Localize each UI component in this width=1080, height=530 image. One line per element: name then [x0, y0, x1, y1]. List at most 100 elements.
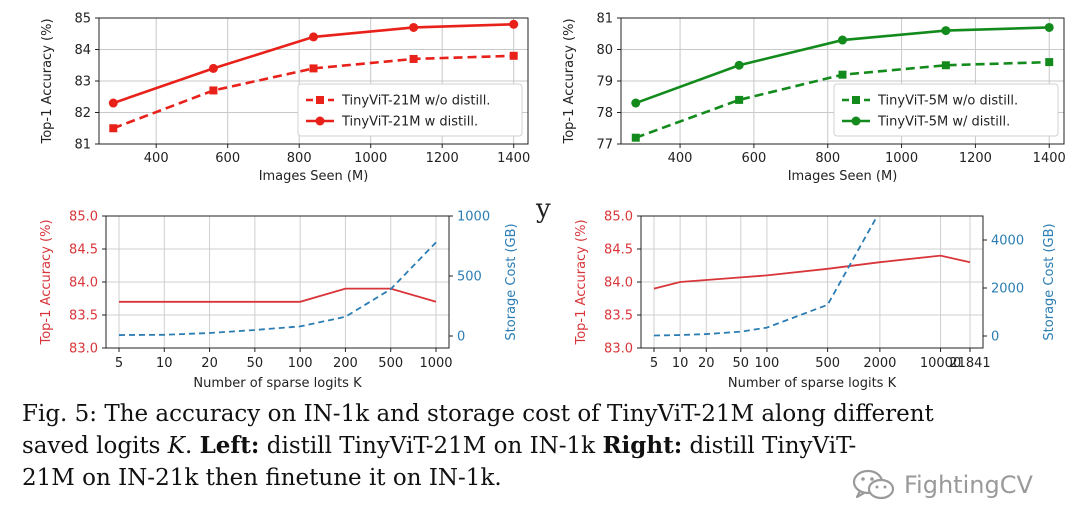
- x-tick-label: 200: [333, 356, 358, 371]
- x-tick-label: 1400: [497, 151, 530, 166]
- legend-label: TinyViT-5M w/ distill.: [877, 115, 1010, 130]
- legend-label: TinyViT-5M w/o distill.: [877, 94, 1018, 109]
- y2-axis-title: Storage Cost (GB): [1042, 223, 1057, 340]
- legend-marker: [315, 116, 325, 126]
- x-tick-label: 800: [287, 151, 312, 166]
- y-tick-label: 78: [596, 106, 613, 121]
- series-point-1: [941, 26, 951, 36]
- x-tick-label: 400: [144, 151, 169, 166]
- series-point-0: [1045, 58, 1054, 67]
- x-tick-label: 100: [755, 356, 780, 371]
- x-tick-label: 10: [672, 356, 689, 371]
- x-tick-label: 5: [650, 356, 658, 371]
- x-tick-label: 20: [201, 356, 218, 371]
- chart-tr: 400 600 800 1000 1200 1400 77 78 79 80 81 Images Se…: [562, 12, 1066, 185]
- series-point-1: [838, 35, 847, 45]
- x-tick-label: 500: [378, 356, 403, 371]
- x-tick-label: 21841: [949, 356, 990, 371]
- y-axis-title: Top-1 Accuracy (%): [562, 18, 577, 144]
- y-tick-label: 83.0: [69, 342, 98, 357]
- x-tick-label: 100: [288, 356, 313, 371]
- y-tick-label: 82: [74, 106, 91, 121]
- x-tick-label: 10000: [920, 356, 961, 371]
- x-tick-label: 600: [741, 151, 766, 166]
- series-point-1: [409, 22, 419, 32]
- series-point-0: [941, 61, 950, 70]
- x-tick-label: 1000: [885, 151, 918, 166]
- y-tick-label: 84.0: [604, 276, 633, 291]
- legend-label: TinyViT-21M w distill.: [341, 115, 478, 130]
- x-axis-title: Images Seen (M): [788, 169, 898, 184]
- series-point-1: [1044, 22, 1054, 32]
- legend-marker: [852, 96, 860, 104]
- chart-bl: 5 10 20 50 100 200 500 1000 83.0 83.5 84.0 84.5 85.0…: [39, 210, 519, 392]
- y-tick-label: 77: [596, 138, 613, 153]
- caption-line-1: Fig. 5: The accuracy on IN-1k and storag…: [22, 401, 934, 427]
- y-tick-label: 83.5: [69, 309, 98, 324]
- series-point-0: [409, 54, 418, 63]
- series-point-1: [509, 19, 519, 29]
- x-axis-title: Number of sparse logits K: [193, 376, 362, 391]
- chart-tl: 400 600 800 1000 1200 1400 81 82 83 84 85 Images Se…: [40, 12, 530, 185]
- series-point-1: [734, 60, 744, 70]
- series-point-1: [631, 98, 641, 108]
- figure-caption: Fig. 5: The accuracy on IN-1k and storag…: [22, 398, 1078, 494]
- x-axis-title: Images Seen (M): [259, 169, 369, 184]
- series-point-1: [208, 63, 218, 73]
- series-line-0: [112, 54, 514, 130]
- series-point-0: [838, 70, 847, 79]
- x-tick-label: 500: [815, 356, 840, 371]
- x-tick-label: 600: [215, 151, 240, 166]
- legend-marker: [316, 96, 324, 104]
- series-point-0: [209, 86, 218, 95]
- x-tick-label: 50: [247, 356, 264, 371]
- storage-line: [118, 241, 437, 336]
- x-tick-label: 5: [115, 356, 123, 371]
- x-axis-title: Number of sparse logits K: [728, 376, 897, 391]
- caption-line-2: saved logits K. Left: distill TinyViT-21…: [22, 432, 857, 459]
- y-tick-label: 81: [596, 12, 613, 27]
- x-tick-label: 1200: [426, 151, 459, 166]
- y2-tick-label: 1000: [457, 210, 490, 225]
- x-tick-label: 20: [698, 356, 715, 371]
- y-tick-label: 81: [74, 138, 91, 153]
- y-tick-label: 84.0: [69, 276, 98, 291]
- y-tick-label: 80: [596, 43, 613, 58]
- storage-line: [653, 216, 879, 337]
- y-tick-label: 85: [74, 12, 91, 27]
- legend: TinyViT-21M w/o distill. TinyViT-21M w di…: [297, 83, 523, 137]
- stray-glyph: y: [536, 194, 551, 224]
- x-tick-label: 1000: [354, 151, 387, 166]
- y2-tick-label: 4000: [991, 234, 1024, 249]
- y2-axis-title: Storage Cost (GB): [504, 223, 519, 340]
- series-point-0: [309, 64, 318, 73]
- wechat-icon: [852, 469, 895, 500]
- legend-marker: [851, 116, 861, 126]
- y-tick-label: 83.0: [604, 342, 633, 357]
- legend-label: TinyViT-21M w/o distill.: [341, 94, 490, 109]
- watermark: FightingCV: [852, 468, 1072, 502]
- legend-box: [833, 83, 1059, 137]
- y-tick-label: 84: [74, 43, 91, 58]
- x-tick-label: 2000: [863, 356, 896, 371]
- legend: TinyViT-5M w/o distill. TinyViT-5M w/ dis…: [833, 83, 1059, 137]
- x-tick-label: 800: [815, 151, 840, 166]
- series-point-1: [309, 32, 318, 42]
- y-axis-title: Top-1 Accuracy (%): [574, 219, 589, 345]
- y-tick-label: 83: [74, 75, 91, 90]
- series-point-0: [735, 95, 744, 104]
- series-point-0: [631, 133, 640, 142]
- y2-tick-label: 500: [457, 270, 482, 285]
- accuracy-line: [119, 287, 437, 303]
- y-axis-title: Top-1 Accuracy (%): [39, 219, 54, 345]
- y-tick-label: 79: [596, 75, 613, 90]
- x-tick-label: 400: [668, 151, 693, 166]
- x-tick-label: 1200: [959, 151, 992, 166]
- x-tick-label: 10: [156, 356, 173, 371]
- y2-tick-label: 0: [457, 330, 465, 345]
- series-point-1: [108, 98, 118, 108]
- y2-tick-label: 2000: [991, 282, 1024, 297]
- y-axis-title: Top-1 Accuracy (%): [40, 18, 55, 144]
